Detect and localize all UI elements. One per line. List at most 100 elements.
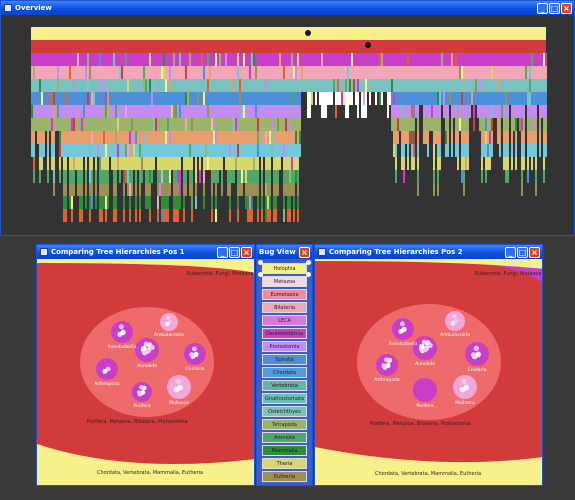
maximize-icon[interactable]: □ [517, 246, 528, 258]
icicle-column[interactable] [43, 53, 45, 157]
icicle-column[interactable] [271, 53, 273, 157]
icicle-column[interactable] [527, 53, 529, 183]
icicle-column[interactable] [41, 53, 43, 170]
icicle-column[interactable] [483, 53, 485, 157]
icicle-column[interactable] [281, 53, 283, 157]
icicle-column[interactable] [235, 53, 237, 170]
legend-item[interactable]: Amniota [262, 432, 307, 443]
icicle-column[interactable] [67, 53, 69, 157]
icicle-column[interactable] [77, 53, 79, 196]
icicle-column[interactable] [465, 53, 467, 170]
resize-handle[interactable] [258, 272, 263, 277]
icicle-column[interactable] [231, 53, 233, 183]
icicle-column[interactable] [317, 53, 319, 92]
icicle-column[interactable] [177, 53, 179, 222]
icicle-column[interactable] [477, 53, 479, 118]
icicle-column[interactable] [151, 53, 153, 183]
icicle-column[interactable] [423, 53, 425, 144]
icicle-column[interactable] [291, 53, 293, 196]
icicle-column[interactable] [109, 53, 111, 157]
legend-item[interactable]: Theria [262, 458, 307, 469]
icicle-column[interactable] [63, 53, 65, 222]
icicle-column[interactable] [323, 53, 325, 118]
icicle-column[interactable] [525, 53, 527, 105]
icicle-column[interactable] [155, 53, 157, 157]
icicle-column[interactable] [303, 53, 305, 92]
icicle-column[interactable] [111, 53, 113, 170]
minimize-icon[interactable]: _ [505, 246, 516, 258]
icicle-column[interactable] [99, 53, 101, 222]
icicle-column[interactable] [35, 53, 37, 131]
close-icon[interactable]: × [299, 246, 310, 258]
circle-pack-view[interactable] [37, 259, 254, 485]
icicle-column[interactable] [339, 53, 341, 105]
icicle-column[interactable] [117, 53, 119, 170]
icicle-column[interactable] [395, 53, 397, 183]
icicle-column[interactable] [219, 53, 221, 170]
icicle-column[interactable] [545, 53, 547, 157]
taxon-node[interactable] [160, 313, 178, 331]
icicle-column[interactable] [411, 53, 413, 170]
icicle-column[interactable] [37, 53, 39, 144]
icicle-column[interactable] [269, 53, 271, 222]
icicle-column[interactable] [215, 53, 217, 222]
icicle-column[interactable] [183, 53, 185, 222]
legend-item[interactable]: Gnathostomata [262, 393, 307, 404]
icicle-column[interactable] [387, 53, 389, 118]
icicle-column[interactable] [445, 53, 447, 157]
icicle-column[interactable] [487, 53, 489, 170]
icicle-column[interactable] [57, 53, 59, 131]
taxon-node[interactable] [184, 343, 206, 365]
taxon-node[interactable] [96, 358, 118, 380]
icicle-column[interactable] [161, 53, 163, 222]
icicle-column[interactable] [515, 53, 517, 170]
icicle-column[interactable] [373, 53, 375, 92]
icicle-column[interactable] [157, 53, 159, 222]
icicle-column[interactable] [141, 53, 143, 183]
maximize-icon[interactable]: □ [549, 2, 560, 14]
taxon-node[interactable] [111, 321, 133, 343]
icicle-column[interactable] [391, 53, 393, 131]
icicle-column[interactable] [331, 53, 333, 105]
icicle-column[interactable] [115, 53, 117, 222]
icicle-column[interactable] [463, 53, 465, 196]
icicle-column[interactable] [337, 53, 339, 105]
selection-marker[interactable] [365, 42, 371, 48]
icicle-column[interactable] [503, 53, 505, 170]
icicle-column[interactable] [461, 53, 463, 183]
icicle-column[interactable] [481, 53, 483, 183]
icicle-column[interactable] [207, 53, 209, 170]
icicle-column[interactable] [499, 53, 501, 157]
icicle-column[interactable] [205, 53, 207, 170]
icicle-column[interactable] [293, 53, 295, 222]
icicle-column[interactable] [447, 53, 449, 157]
taxon-node[interactable] [132, 382, 152, 402]
resize-handle[interactable] [306, 272, 311, 277]
icicle-column[interactable] [417, 53, 419, 196]
icicle-column[interactable] [427, 53, 429, 157]
icicle-column[interactable] [65, 53, 67, 222]
icicle-column[interactable] [305, 53, 307, 92]
icicle-column[interactable] [415, 53, 417, 118]
icicle-column[interactable] [187, 53, 189, 170]
taxon-node[interactable] [453, 375, 477, 399]
icicle-column[interactable] [135, 53, 137, 222]
icicle-column[interactable] [69, 53, 71, 209]
icicle-column[interactable] [89, 53, 91, 222]
icicle-column[interactable] [247, 53, 249, 222]
icicle-column[interactable] [435, 53, 437, 144]
icicle-column[interactable] [167, 53, 169, 222]
legend-item[interactable]: Vertebrata [262, 380, 307, 391]
icicle-column[interactable] [71, 53, 73, 222]
icicle-column[interactable] [81, 53, 83, 222]
overview-icicle-plot[interactable] [1, 15, 574, 235]
minimize-icon[interactable]: _ [537, 2, 548, 14]
icicle-column[interactable] [437, 53, 439, 196]
icicle-column[interactable] [351, 53, 353, 105]
icicle-column[interactable] [53, 53, 55, 196]
icicle-column[interactable] [533, 53, 535, 157]
icicle-column[interactable] [501, 53, 503, 118]
icicle-column[interactable] [49, 53, 51, 131]
icicle-column[interactable] [497, 53, 499, 144]
icicle-column[interactable] [217, 53, 219, 183]
